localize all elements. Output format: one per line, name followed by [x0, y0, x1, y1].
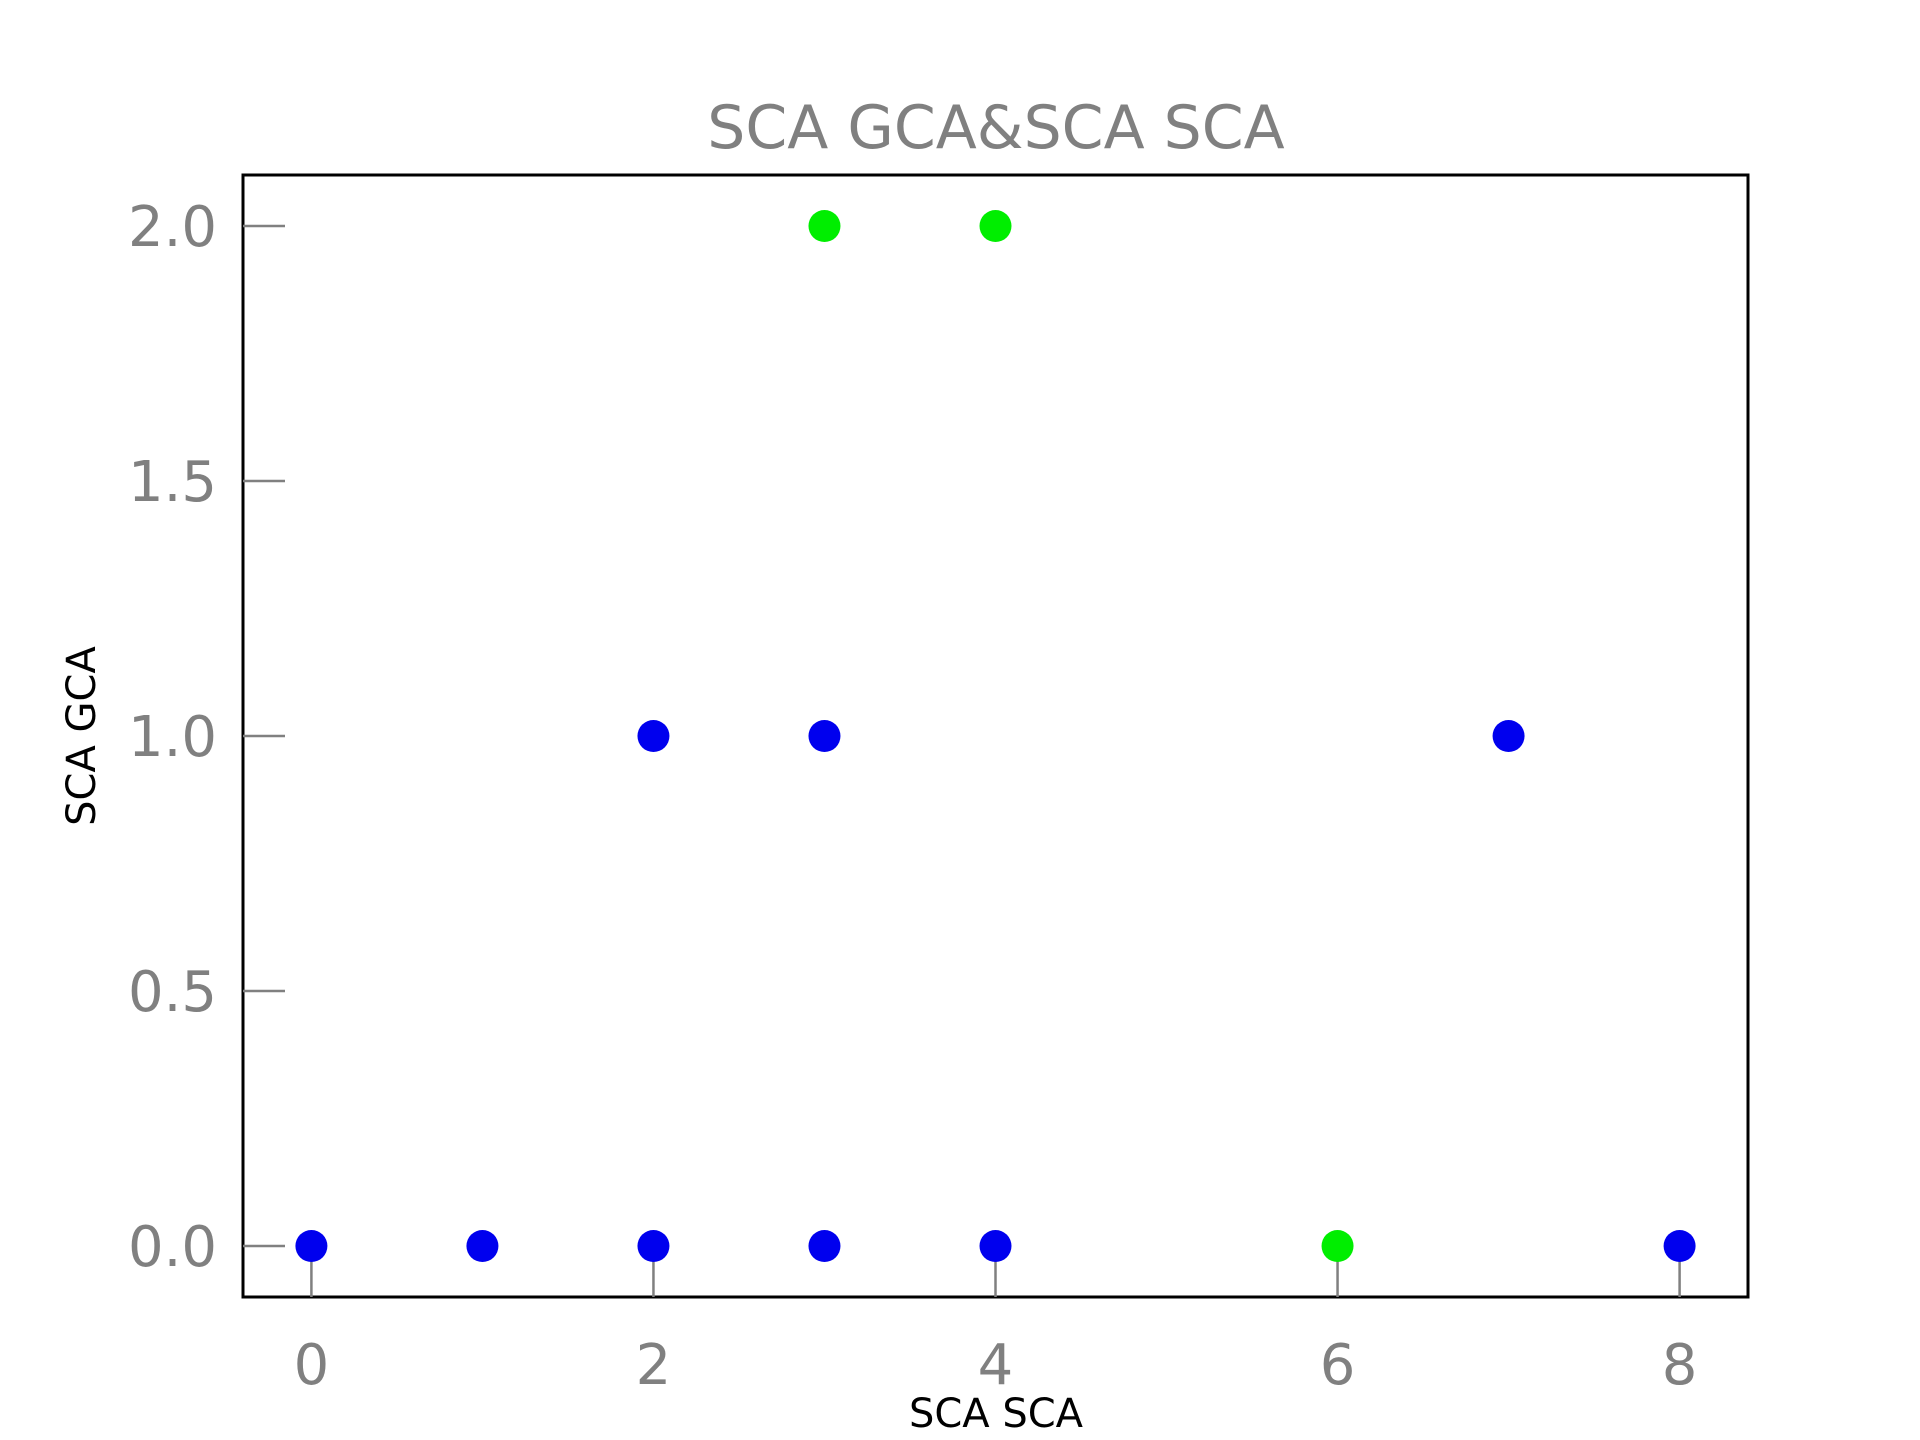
y-tick-label: 1.0: [128, 705, 217, 770]
x-tick-label: 4: [978, 1333, 1014, 1398]
data-point: [979, 1230, 1012, 1262]
data-point: [808, 210, 841, 242]
x-tick-label: 0: [294, 1333, 330, 1398]
data-point: [295, 1230, 328, 1262]
data-point: [1663, 1230, 1696, 1262]
data-point: [808, 1230, 841, 1262]
y-axis-label: SCA GCA: [59, 646, 105, 826]
data-point: [979, 210, 1012, 242]
x-tick-label: 6: [1320, 1333, 1356, 1398]
data-point: [1492, 720, 1525, 752]
data-point: [637, 1230, 670, 1262]
y-axis: 0.0 0.5 1.0 1.5 2.0: [128, 195, 285, 1280]
data-point: [808, 720, 841, 752]
y-tick-label: 0.0: [128, 1215, 217, 1280]
y-tick-label: 2.0: [128, 195, 217, 260]
x-axis: 0 2 4 6 8: [294, 1255, 1698, 1398]
y-tick-label: 0.5: [128, 960, 217, 1025]
chart-title: SCA GCA&SCA SCA: [707, 93, 1284, 163]
x-tick-label: 8: [1662, 1333, 1698, 1398]
y-tick-label: 1.5: [128, 450, 217, 515]
data-point: [637, 720, 670, 752]
data-point: [1321, 1230, 1354, 1262]
data-points: [295, 210, 1696, 1262]
x-tick-label: 2: [636, 1333, 672, 1398]
data-point: [466, 1230, 499, 1262]
x-axis-label: SCA SCA: [909, 1391, 1084, 1437]
